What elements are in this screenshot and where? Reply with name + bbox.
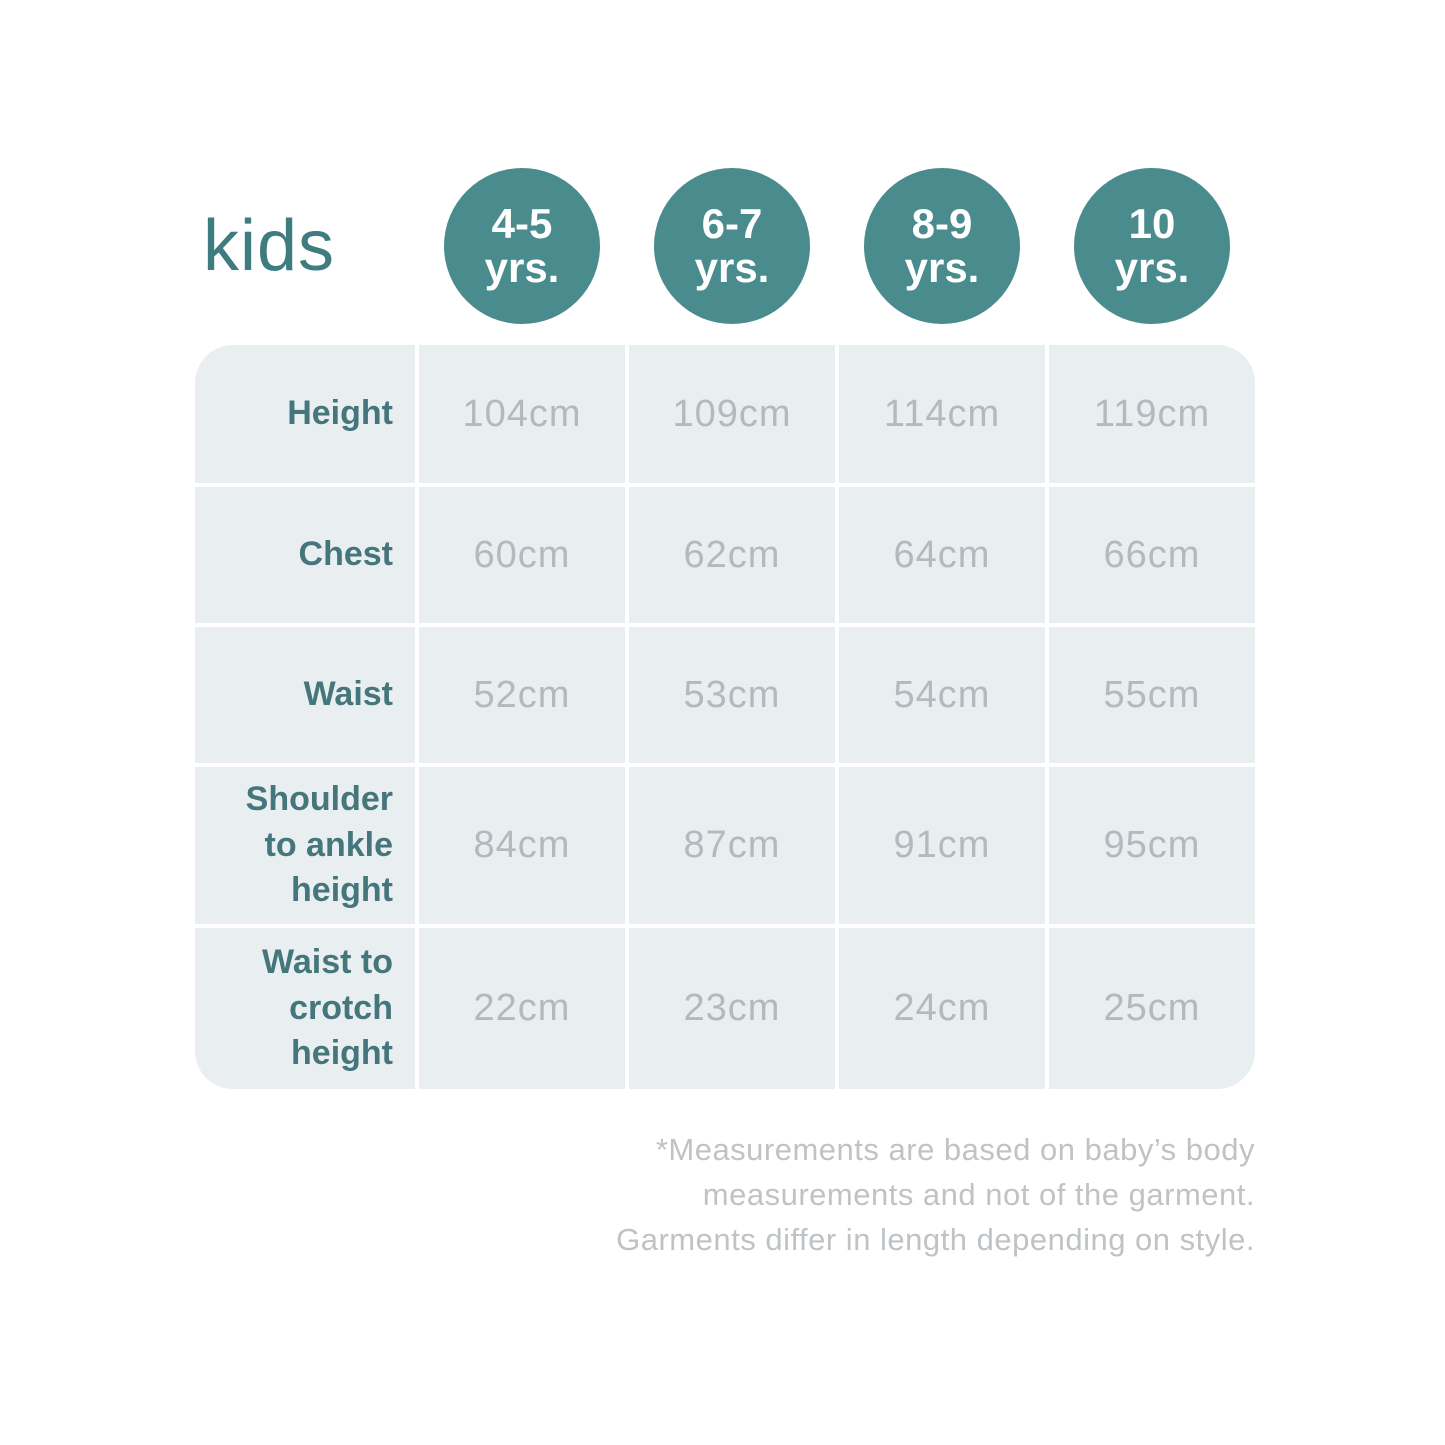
table-value-cell: 54cm	[839, 627, 1045, 763]
row-label: Chest	[298, 535, 393, 574]
table-row-label-cell: Height	[195, 345, 415, 483]
row-label: Waist	[303, 675, 393, 714]
cell-value: 66cm	[1103, 533, 1201, 576]
row-label: Shoulder to ankle height	[245, 779, 393, 910]
age-badge-years: 6-7	[701, 199, 763, 247]
table-value-cell: 84cm	[419, 767, 625, 924]
cell-value: 84cm	[473, 824, 571, 866]
age-badge-4-5-yrs: 4-5 yrs.	[444, 168, 600, 324]
size-table: Height 104cm 109cm 114cm 119cm Chest 60c…	[195, 345, 1255, 1089]
age-badge-8-9-yrs: 8-9 yrs.	[864, 168, 1020, 324]
table-value-cell: 60cm	[419, 487, 625, 623]
cell-value: 53cm	[683, 673, 781, 716]
table-row-label-cell: Chest	[195, 487, 415, 623]
footnote-line: *Measurements are based on baby’s body	[655, 1132, 1255, 1167]
age-badge-6-7-yrs: 6-7 yrs.	[654, 168, 810, 324]
table-value-cell: 91cm	[839, 767, 1045, 924]
cell-value: 64cm	[893, 533, 991, 576]
table-value-cell: 52cm	[419, 627, 625, 763]
table-value-cell: 25cm	[1049, 928, 1255, 1089]
footnote: *Measurements are based on baby’s body m…	[616, 1128, 1255, 1263]
table-value-cell: 62cm	[629, 487, 835, 623]
age-badge-10-yrs: 10 yrs.	[1074, 168, 1230, 324]
table-row-label-cell: Waist to crotch height	[195, 928, 415, 1089]
cell-value: 104cm	[462, 392, 582, 435]
table-value-cell: 104cm	[419, 345, 625, 483]
table-row-label-cell: Shoulder to ankle height	[195, 767, 415, 924]
cell-value: 95cm	[1103, 824, 1201, 866]
footnote-line: measurements and not of the garment.	[702, 1176, 1255, 1212]
cell-value: 119cm	[1093, 392, 1211, 435]
table-row-label-cell: Waist	[195, 627, 415, 763]
table-value-cell: 55cm	[1049, 627, 1255, 763]
chart-header: kids 4-5 yrs. 6-7 yrs. 8-9 yrs. 10 yrs.	[195, 158, 1255, 334]
age-badge-years: 4-5	[491, 199, 553, 247]
table-value-cell: 87cm	[629, 767, 835, 924]
row-label: Waist to crotch height	[262, 942, 393, 1073]
cell-value: 23cm	[683, 987, 781, 1029]
age-badge-unit: yrs.	[694, 244, 770, 291]
table-value-cell: 95cm	[1049, 767, 1255, 924]
age-badge-unit: yrs.	[484, 244, 560, 291]
age-badge-unit: yrs.	[904, 244, 980, 291]
page-title: kids	[203, 206, 336, 286]
age-badge-years: 10	[1128, 199, 1176, 247]
age-badge-unit: yrs.	[1114, 244, 1190, 291]
table-value-cell: 23cm	[629, 928, 835, 1089]
cell-value: 22cm	[473, 987, 571, 1029]
cell-value: 109cm	[672, 392, 792, 435]
cell-value: 25cm	[1103, 987, 1201, 1029]
table-value-cell: 64cm	[839, 487, 1045, 623]
table-value-cell: 114cm	[839, 345, 1045, 483]
cell-value: 60cm	[473, 533, 571, 576]
cell-value: 87cm	[683, 824, 781, 866]
cell-value: 62cm	[683, 533, 781, 576]
table-value-cell: 109cm	[629, 345, 835, 483]
age-badge-years: 8-9	[911, 199, 973, 247]
cell-value: 54cm	[893, 673, 991, 716]
table-value-cell: 22cm	[419, 928, 625, 1089]
cell-value: 55cm	[1103, 673, 1201, 716]
table-value-cell: 24cm	[839, 928, 1045, 1089]
table-value-cell: 66cm	[1049, 487, 1255, 623]
table-value-cell: 119cm	[1049, 345, 1255, 483]
cell-value: 52cm	[473, 673, 571, 716]
cell-value: 91cm	[893, 824, 991, 866]
cell-value: 24cm	[893, 987, 991, 1029]
footnote-line: Garments differ in length depending on s…	[616, 1221, 1255, 1257]
cell-value: 114cm	[883, 392, 1001, 435]
table-value-cell: 53cm	[629, 627, 835, 763]
row-label: Height	[287, 394, 393, 433]
